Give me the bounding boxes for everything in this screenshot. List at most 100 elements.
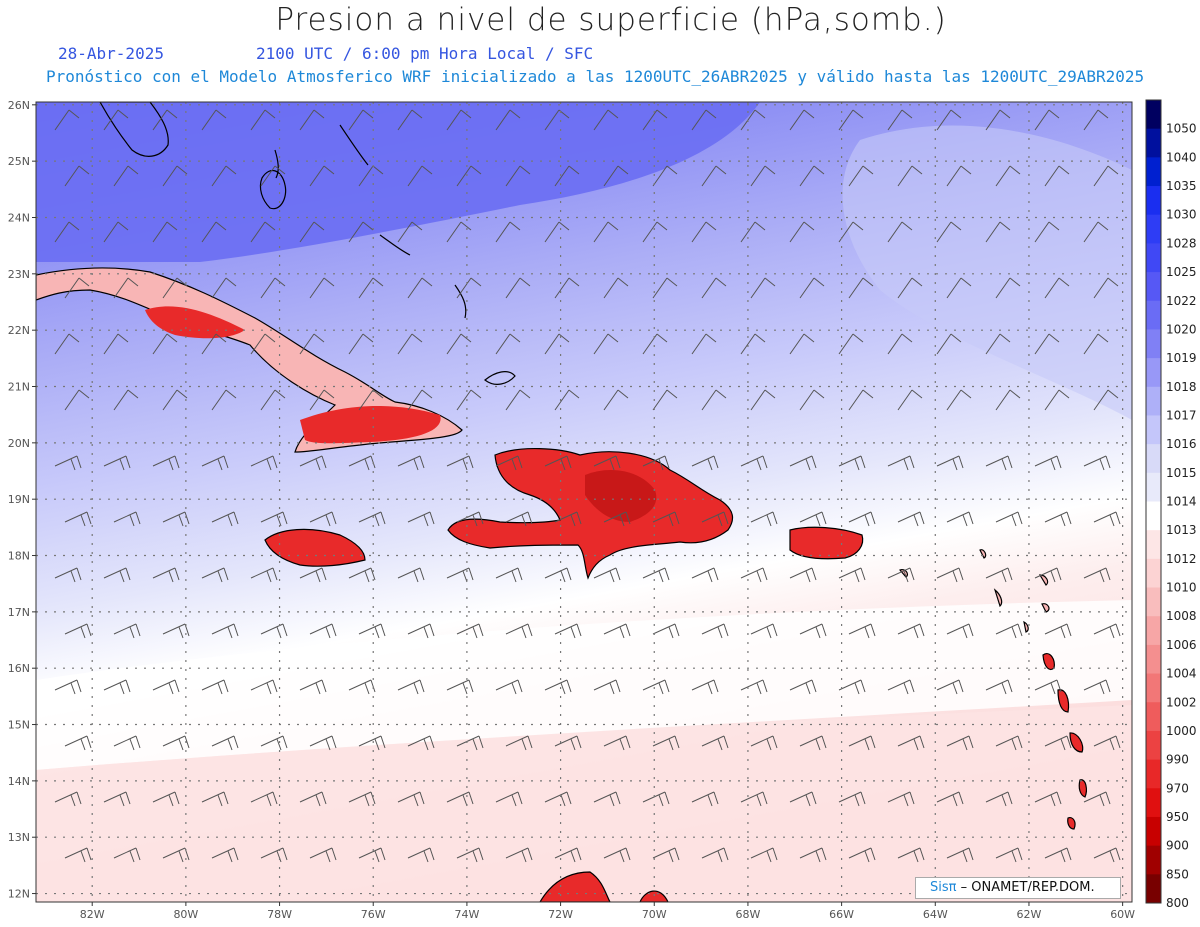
colorbar-label: 950 (1166, 810, 1189, 824)
wind-barb (250, 333, 276, 355)
wind-barb (250, 455, 278, 471)
wind-barb (505, 735, 533, 751)
lon-label: 76W (361, 908, 386, 921)
wind-barb (789, 333, 815, 355)
colorbar-label: 1035 (1166, 179, 1197, 193)
wind-barb (799, 623, 827, 639)
colorbar-label: 1012 (1166, 552, 1197, 566)
wind-barb (211, 511, 239, 527)
wind-barb (358, 623, 386, 639)
high-pressure-region (36, 102, 760, 262)
wind-barb (348, 567, 376, 583)
wind-barb (1034, 679, 1062, 695)
wind-barb (456, 511, 484, 527)
wind-barb (799, 847, 827, 863)
wind-barb (848, 847, 876, 863)
wind-barb (456, 165, 482, 187)
colorbar-frame (1145, 99, 1162, 904)
wind-barb (1083, 567, 1111, 583)
wind-barb (701, 165, 727, 187)
wind-barb (309, 389, 335, 411)
wind-barb (113, 165, 139, 187)
wind-barb (848, 389, 874, 411)
wind-barb (113, 511, 141, 527)
wind-barb (593, 791, 621, 807)
wind-barb (250, 221, 276, 243)
pressure-patch-east (842, 125, 1132, 421)
lat-label: 15N (8, 719, 30, 732)
wind-barb (593, 333, 619, 355)
wind-barb (113, 735, 141, 751)
wind-barb (603, 735, 631, 751)
wind-barb (554, 735, 582, 751)
colorbar-label: 1013 (1166, 523, 1197, 537)
colorbar-swatch (1146, 329, 1161, 359)
wind-barb (456, 735, 484, 751)
st-lucia (1078, 779, 1087, 798)
wind-barb (652, 847, 680, 863)
wind-barb (887, 567, 915, 583)
colorbar-swatch (1146, 186, 1161, 216)
wind-barb (897, 277, 923, 299)
wind-barb (407, 165, 433, 187)
wind-barb (897, 511, 925, 527)
wind-barb (162, 735, 190, 751)
wind-barb (1093, 511, 1121, 527)
wind-barb (299, 791, 327, 807)
wind-barb (985, 791, 1013, 807)
wind-barb (1034, 567, 1062, 583)
wind-barb (358, 165, 384, 187)
wind-barb (554, 165, 580, 187)
wind-barb (652, 277, 678, 299)
wind-barb (407, 389, 433, 411)
low-pressure-region (36, 705, 1132, 902)
wind-barb (995, 623, 1023, 639)
wind-barb (250, 791, 278, 807)
wind-barb (299, 221, 325, 243)
wind-barb (1044, 277, 1070, 299)
colorbar-swatch (1146, 243, 1161, 273)
colorbar-label: 1028 (1166, 236, 1197, 250)
lon-label: 82W (80, 908, 105, 921)
wind-barb (897, 389, 923, 411)
wind-barb (260, 165, 286, 187)
land-masses (36, 102, 1087, 902)
lat-label: 25N (8, 155, 30, 168)
lat-label: 22N (8, 324, 30, 337)
model-subtitle: Pronóstico con el Modelo Atmosferico WRF… (46, 67, 1145, 86)
lat-lon-grid (36, 102, 1132, 902)
wind-barb (946, 165, 972, 187)
colorbar-swatch (1146, 730, 1161, 761)
wind-barb (1034, 221, 1060, 243)
wind-barb (397, 221, 423, 243)
wind-barb (397, 455, 425, 471)
colorbar-label: 1016 (1166, 437, 1197, 451)
lat-label: 17N (8, 606, 30, 619)
wind-barb (54, 221, 80, 243)
wind-barb (152, 455, 180, 471)
wind-barb (946, 511, 974, 527)
wind-barb (162, 511, 190, 527)
wind-barb (446, 455, 474, 471)
colorbar-label: 1010 (1166, 581, 1197, 595)
wind-barb (838, 567, 866, 583)
wind-barb (358, 847, 386, 863)
wind-barb (54, 791, 82, 807)
wind-barb (250, 679, 278, 695)
wind-barb (740, 679, 768, 695)
colorbar-swatch (1146, 300, 1161, 330)
wind-barb (309, 277, 335, 299)
colorbar-swatch (1146, 558, 1161, 589)
lon-label: 60W (1110, 908, 1135, 921)
wind-barb (299, 679, 327, 695)
wind-barb (1093, 389, 1119, 411)
lat-label: 18N (8, 550, 30, 563)
wind-barb (446, 109, 472, 131)
lat-label: 21N (8, 381, 30, 394)
lon-label: 78W (267, 908, 292, 921)
wind-barb (691, 567, 719, 583)
wind-barb (1044, 847, 1072, 863)
wind-barb (642, 109, 668, 131)
wind-barb (887, 109, 913, 131)
wind-barb (446, 333, 472, 355)
